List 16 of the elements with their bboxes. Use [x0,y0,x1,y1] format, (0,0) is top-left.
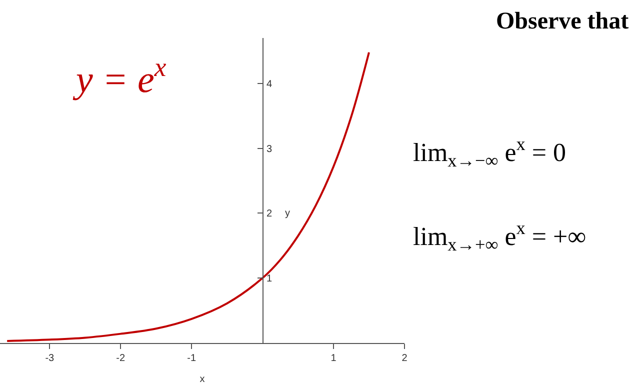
x-tick-label: -3 [45,352,55,364]
y-axis-title: y [285,208,290,219]
y-tick-label: 1 [266,274,273,285]
x-tick-label: -2 [116,352,126,364]
x-tick-label: 2 [402,352,408,364]
x-tick-label: 1 [330,352,337,364]
x-tick-label: -1 [187,352,196,364]
text: lim$_{x→+∞}$ e$^{x}$ = +∞ [413,218,586,254]
text: lim$_{x→−∞}$ e$^{x}$ = 0 [413,134,566,170]
y-tick-label: 3 [266,144,273,155]
y-tick-label: 4 [266,79,273,90]
text: y = e$^{x}$ [72,52,166,101]
x-axis-title: x [200,374,205,385]
text: Observe that [496,8,629,34]
y-tick-label: 2 [266,208,273,220]
line-series [6,51,370,342]
